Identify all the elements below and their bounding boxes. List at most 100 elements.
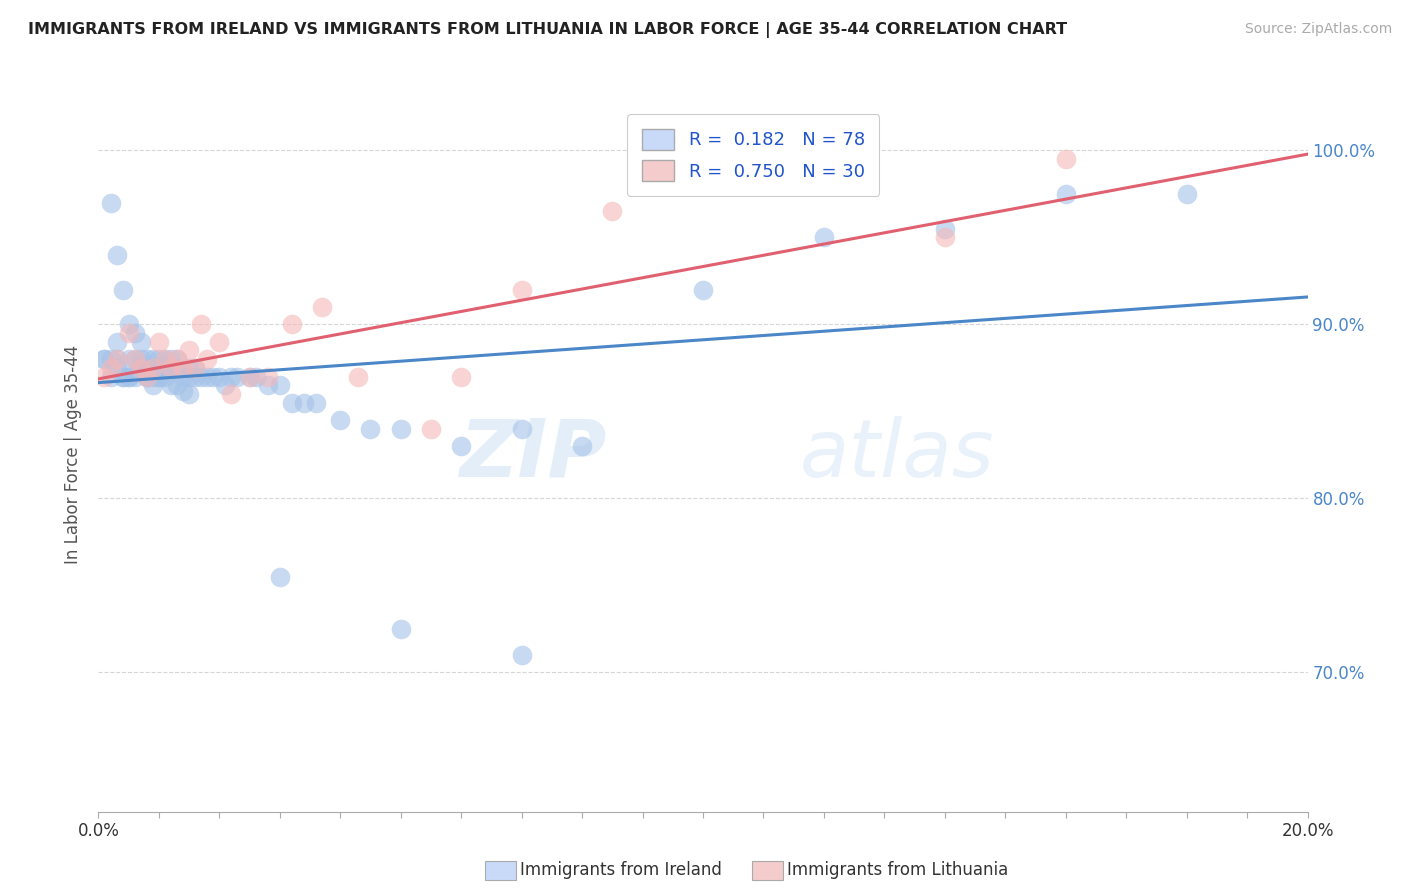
Point: [571, 439, 593, 453]
Point: [135, 360, 157, 375]
Point: [153, 352, 176, 367]
Point: [160, 360, 183, 375]
Point: [813, 230, 835, 244]
Point: [184, 369, 207, 384]
Legend: R =  0.182   N = 78, R =  0.750   N = 30: R = 0.182 N = 78, R = 0.750 N = 30: [627, 114, 879, 195]
Point: [420, 422, 443, 436]
Point: [195, 352, 218, 367]
Point: [202, 369, 225, 384]
Point: [166, 352, 188, 367]
Point: [160, 378, 183, 392]
Text: IMMIGRANTS FROM IRELAND VS IMMIGRANTS FROM LITHUANIA IN LABOR FORCE | AGE 35-44 : IMMIGRANTS FROM IRELAND VS IMMIGRANTS FR…: [28, 22, 1067, 38]
Point: [1054, 152, 1077, 166]
Point: [129, 352, 152, 367]
Point: [172, 369, 194, 384]
Point: [166, 360, 188, 375]
Point: [105, 352, 128, 367]
Text: Immigrants from Lithuania: Immigrants from Lithuania: [787, 861, 1008, 879]
Point: [105, 334, 128, 349]
Point: [111, 369, 134, 384]
Point: [389, 622, 412, 636]
Point: [100, 360, 122, 375]
Point: [934, 230, 956, 244]
Point: [160, 352, 183, 367]
Point: [281, 318, 304, 332]
Point: [1054, 186, 1077, 201]
Point: [129, 360, 152, 375]
Point: [269, 570, 291, 584]
Point: [347, 369, 370, 384]
Point: [190, 318, 212, 332]
Point: [148, 334, 170, 349]
Point: [142, 378, 165, 392]
Point: [135, 369, 157, 384]
Point: [934, 221, 956, 235]
Point: [153, 352, 176, 367]
Point: [129, 360, 152, 375]
Point: [179, 343, 201, 358]
Point: [214, 378, 236, 392]
Point: [311, 300, 333, 314]
Point: [166, 378, 188, 392]
Point: [450, 369, 472, 384]
Point: [118, 326, 141, 340]
Y-axis label: In Labor Force | Age 35-44: In Labor Force | Age 35-44: [65, 345, 83, 565]
Point: [153, 360, 176, 375]
Point: [221, 387, 243, 401]
Point: [160, 360, 183, 375]
Point: [256, 378, 278, 392]
Point: [105, 352, 128, 367]
Point: [148, 352, 170, 367]
Point: [208, 369, 231, 384]
Point: [184, 360, 207, 375]
Point: [179, 360, 201, 375]
Point: [184, 360, 207, 375]
Point: [118, 318, 141, 332]
Point: [256, 369, 278, 384]
Point: [292, 395, 315, 409]
Point: [226, 369, 249, 384]
Point: [118, 369, 141, 384]
Text: Source: ZipAtlas.com: Source: ZipAtlas.com: [1244, 22, 1392, 37]
Text: ZIP: ZIP: [458, 416, 606, 494]
Point: [124, 352, 146, 367]
Point: [142, 360, 165, 375]
Point: [239, 369, 262, 384]
Point: [135, 369, 157, 384]
Point: [179, 369, 201, 384]
Point: [148, 369, 170, 384]
Point: [195, 369, 218, 384]
Point: [153, 369, 176, 384]
Point: [179, 387, 201, 401]
Point: [281, 395, 304, 409]
Point: [118, 352, 141, 367]
Point: [142, 369, 165, 384]
Point: [602, 204, 624, 219]
Point: [100, 369, 122, 384]
Point: [450, 439, 472, 453]
Point: [166, 352, 188, 367]
Point: [118, 369, 141, 384]
Point: [269, 378, 291, 392]
Point: [129, 334, 152, 349]
Point: [93, 352, 115, 367]
Point: [93, 369, 115, 384]
Point: [142, 352, 165, 367]
Point: [111, 369, 134, 384]
Point: [329, 413, 352, 427]
Point: [148, 360, 170, 375]
Point: [124, 369, 146, 384]
Point: [208, 334, 231, 349]
Point: [245, 369, 267, 384]
Point: [111, 283, 134, 297]
Point: [510, 283, 533, 297]
Point: [100, 352, 122, 367]
Text: atlas: atlas: [800, 416, 994, 494]
Point: [124, 326, 146, 340]
Point: [105, 248, 128, 262]
Point: [510, 648, 533, 662]
Point: [172, 384, 194, 398]
Point: [305, 395, 328, 409]
Point: [510, 422, 533, 436]
Text: Immigrants from Ireland: Immigrants from Ireland: [520, 861, 723, 879]
